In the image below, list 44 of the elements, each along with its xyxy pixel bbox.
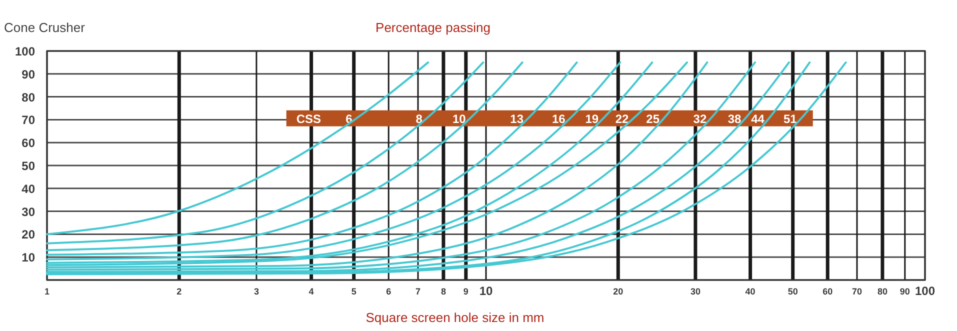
series-label: 8 [416,112,423,126]
x-tick-label: 10 [479,284,493,298]
series-label: 25 [646,112,660,126]
x-tick-label: 9 [463,286,468,296]
y-tick-label: 40 [22,182,36,196]
x-tick-label: 3 [254,286,259,296]
series-label: 13 [510,112,524,126]
chart-title: Cone Crusher [4,20,86,35]
x-tick-label: 4 [308,286,314,296]
series-label: 10 [452,112,466,126]
x-tick-label: 90 [900,286,910,296]
y-axis-title: Percentage passing [376,20,490,35]
series-label: 22 [615,112,629,126]
y-tick-label: 100 [14,44,36,58]
x-tick-label: 20 [613,286,624,296]
y-tick-label: 70 [22,113,36,128]
y-tick-label: 50 [22,159,36,173]
x-tick-label: 100 [914,284,936,298]
x-tick-label: 2 [176,286,182,296]
x-tick-label: 7 [415,286,421,296]
x-tick-label: 40 [745,286,756,296]
y-tick-label: 20 [22,228,36,242]
x-tick-label: 8 [440,286,446,296]
y-tick-label: 60 [22,136,36,150]
x-tick-label: 1 [44,286,50,296]
annotation: CSS [296,112,322,126]
series-label: 19 [585,112,599,126]
x-tick-label: 30 [690,286,700,296]
y-tick-label: 10 [22,250,36,265]
y-tick-label: 80 [22,90,36,104]
x-tick-label: 60 [822,286,833,296]
x-tick-label: 80 [877,286,888,296]
series-label: 51 [784,112,798,126]
y-tick-label: 90 [22,67,36,82]
series-label: 38 [728,112,742,126]
x-axis-title: Square screen hole size in mm [366,310,544,325]
x-tick-label: 6 [386,286,392,296]
x-tick-label: 50 [788,286,798,296]
series-label: 32 [693,112,707,126]
x-tick-label: 5 [351,286,356,296]
series-label: 44 [751,112,765,126]
y-tick-label: 30 [22,204,36,219]
series-label: 16 [552,112,566,126]
x-tick-label: 70 [852,286,862,296]
